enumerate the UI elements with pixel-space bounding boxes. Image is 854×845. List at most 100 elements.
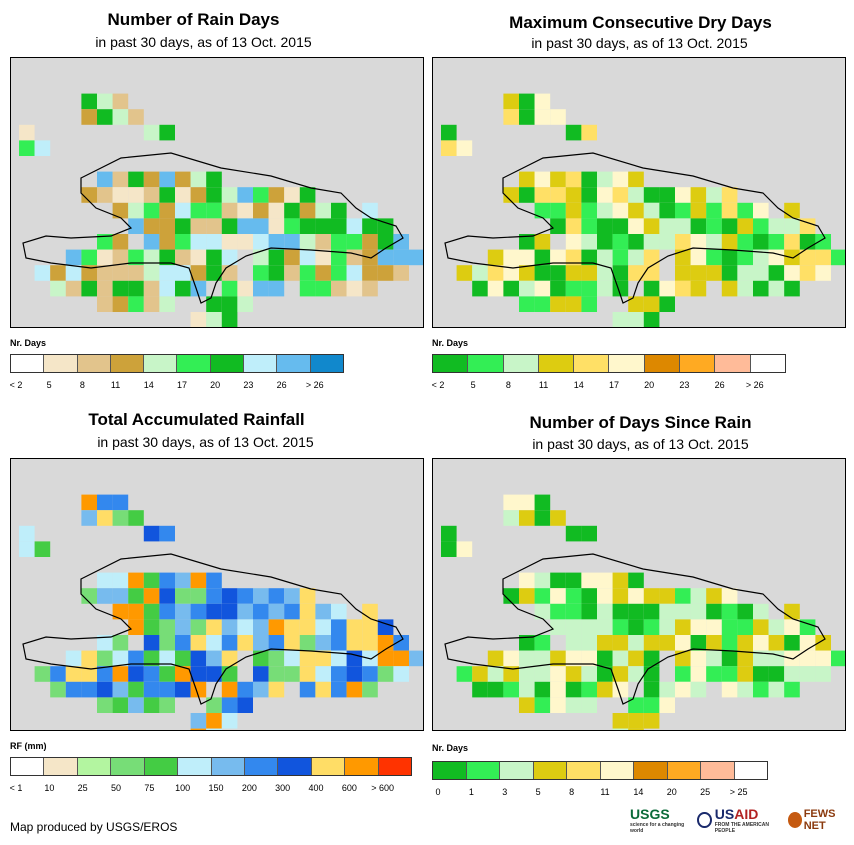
- grid-cell: [487, 666, 504, 682]
- panel-subtitle: in past 30 days, as of 13 Oct. 2015: [531, 35, 748, 51]
- grid-cell: [706, 650, 722, 667]
- map-credit: Map produced by USGS/EROS: [10, 820, 178, 834]
- grid-cell: [721, 218, 738, 234]
- grid-cell: [721, 280, 738, 297]
- usgs-logo-text: USGS: [630, 806, 670, 822]
- grid-cell: [753, 234, 769, 250]
- grid-cell: [503, 588, 519, 604]
- map-rain-days: [10, 57, 424, 328]
- grid-cell: [97, 681, 113, 698]
- legend-swatch: [311, 758, 346, 775]
- panel-title: Maximum Consecutive Dry Days: [509, 13, 772, 32]
- grid-cell: [221, 218, 238, 234]
- grid-cell: [81, 187, 97, 203]
- grid-cell: [612, 603, 629, 620]
- grid-cell: [331, 681, 347, 698]
- grid-cell: [721, 603, 738, 620]
- grid-cell: [753, 280, 769, 297]
- grid-cell: [221, 588, 238, 604]
- grid-cell: [659, 296, 675, 312]
- legend-swatch: [345, 758, 379, 775]
- panel-since-rain: Number of Days Since Rain in past 30 day…: [427, 405, 854, 805]
- grid-cell: [97, 635, 113, 651]
- grid-cell: [487, 249, 504, 266]
- grid-cell: [159, 171, 175, 188]
- grid-cell: [97, 650, 113, 667]
- grid-cell: [299, 280, 316, 297]
- grid-cell: [253, 187, 269, 203]
- grid-cell: [346, 635, 363, 651]
- grid-cell: [628, 312, 644, 327]
- grid-cell: [487, 650, 504, 667]
- grid-cell: [628, 713, 644, 729]
- grid-cell: [721, 265, 738, 281]
- legend-tick-label: < 2: [431, 380, 445, 390]
- legend-swatch: [178, 758, 212, 775]
- grid-cell: [534, 187, 551, 203]
- grid-cell: [581, 588, 597, 604]
- grid-cell: [550, 171, 566, 188]
- grid-cell: [175, 265, 191, 281]
- grid-cell: [143, 619, 160, 635]
- grid-cell: [159, 280, 175, 297]
- grid-cell: [519, 93, 535, 110]
- grid-cell: [206, 697, 222, 713]
- grid-cell: [581, 697, 597, 713]
- usaid-logo: USAID FROM THE AMERICAN PEOPLE: [697, 806, 781, 834]
- grid-cell: [784, 280, 800, 297]
- grid-cell: [690, 249, 707, 266]
- legend-swatch: [244, 758, 279, 775]
- grid-cell: [643, 635, 660, 651]
- grid-cell: [815, 666, 831, 682]
- grid-cell: [643, 296, 660, 312]
- grid-cell: [628, 218, 644, 234]
- grid-cell: [737, 619, 753, 635]
- grid-cell: [519, 171, 535, 188]
- panel-dry-days: Maximum Consecutive Dry Days in past 30 …: [427, 0, 854, 400]
- grid-cell: [81, 93, 97, 110]
- grid-cell: [190, 202, 207, 219]
- grid-cell: [643, 713, 660, 729]
- grid-cell: [565, 635, 582, 651]
- grid-cell: [534, 681, 551, 698]
- legend-swatch: [310, 355, 343, 372]
- grid-cell: [206, 666, 222, 682]
- grid-cell: [393, 650, 409, 667]
- grid-cell: [143, 249, 160, 266]
- grid-cell: [799, 249, 816, 266]
- grid-cell: [675, 187, 691, 203]
- legend-tick-label: 23: [243, 380, 254, 390]
- grid-cell: [519, 280, 535, 297]
- grid-cell: [299, 234, 316, 250]
- grid-cell: [799, 234, 816, 250]
- grid-cell: [112, 666, 129, 682]
- legend-swatch: [567, 762, 601, 779]
- grid-cell: [206, 572, 222, 589]
- grid-cell: [393, 249, 409, 266]
- grid-cell: [175, 187, 191, 203]
- panel-subtitle: in past 30 days, as of 13 Oct. 2015: [97, 434, 314, 450]
- grid-cell: [597, 572, 613, 589]
- grid-cell: [128, 510, 144, 526]
- grid-cell: [19, 525, 35, 542]
- grid-cell: [362, 635, 378, 651]
- grid-cell: [628, 603, 644, 620]
- grid-cell: [112, 187, 129, 203]
- grid-cell: [534, 635, 551, 651]
- grid-cell: [659, 187, 675, 203]
- grid-cell: [643, 187, 660, 203]
- grid-cell: [81, 109, 97, 125]
- grid-cell: [315, 234, 331, 250]
- grid-cell: [565, 681, 582, 698]
- legend-tick-label: 300: [275, 783, 291, 793]
- grid-cell: [565, 171, 582, 188]
- grid-cell: [597, 603, 613, 620]
- legend-tick-label: > 26: [305, 380, 324, 390]
- grid-cell: [612, 312, 629, 327]
- grid-cell: [799, 635, 816, 651]
- legend-swatch: [11, 758, 45, 775]
- grid-cell: [97, 666, 113, 682]
- grid-cell: [675, 249, 691, 266]
- grid-cell: [612, 650, 629, 667]
- legend-swatch: [144, 355, 178, 372]
